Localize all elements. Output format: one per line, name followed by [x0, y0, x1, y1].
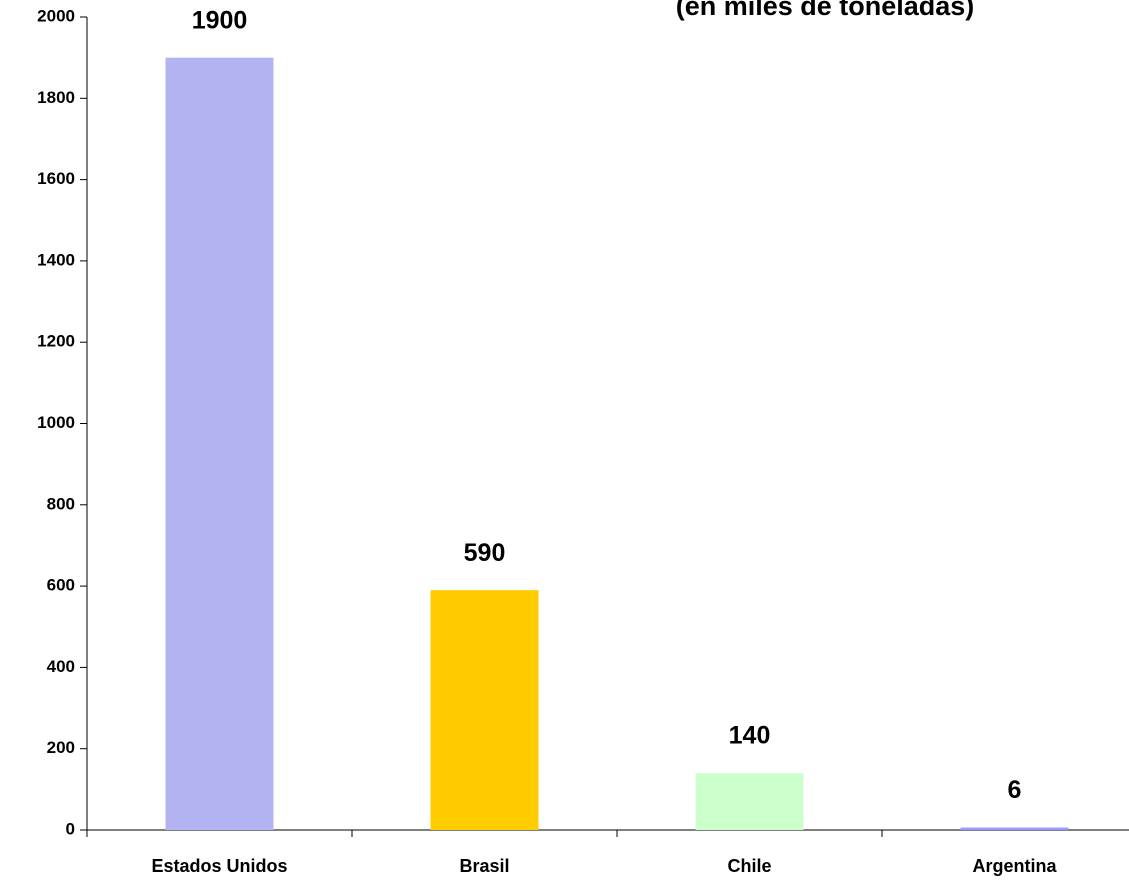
bar — [695, 773, 804, 830]
x-tick-label: Brasil — [459, 856, 509, 876]
value-label: 1900 — [192, 6, 248, 34]
y-tick-label: 1400 — [37, 250, 75, 269]
y-tick-label: 0 — [66, 819, 75, 838]
y-tick-label: 200 — [47, 738, 75, 757]
y-tick-label: 1000 — [37, 413, 75, 432]
value-label: 590 — [464, 539, 506, 567]
x-tick-label: Estados Unidos — [151, 856, 287, 876]
value-label: 140 — [729, 722, 771, 750]
y-tick-label: 1200 — [37, 332, 75, 351]
y-tick-label: 1600 — [37, 169, 75, 188]
bar — [960, 827, 1069, 830]
chart-subtitle: (en miles de toneladas) — [676, 0, 975, 21]
x-tick-label: Chile — [727, 856, 771, 876]
y-tick-label: 600 — [47, 576, 75, 595]
bar — [430, 590, 539, 830]
y-tick-label: 800 — [47, 494, 75, 513]
bar — [165, 57, 274, 830]
y-tick-label: 1800 — [37, 88, 75, 107]
y-tick-label: 400 — [47, 657, 75, 676]
x-tick-label: Argentina — [972, 856, 1057, 876]
value-label: 6 — [1008, 776, 1022, 804]
y-tick-label: 2000 — [37, 6, 75, 25]
